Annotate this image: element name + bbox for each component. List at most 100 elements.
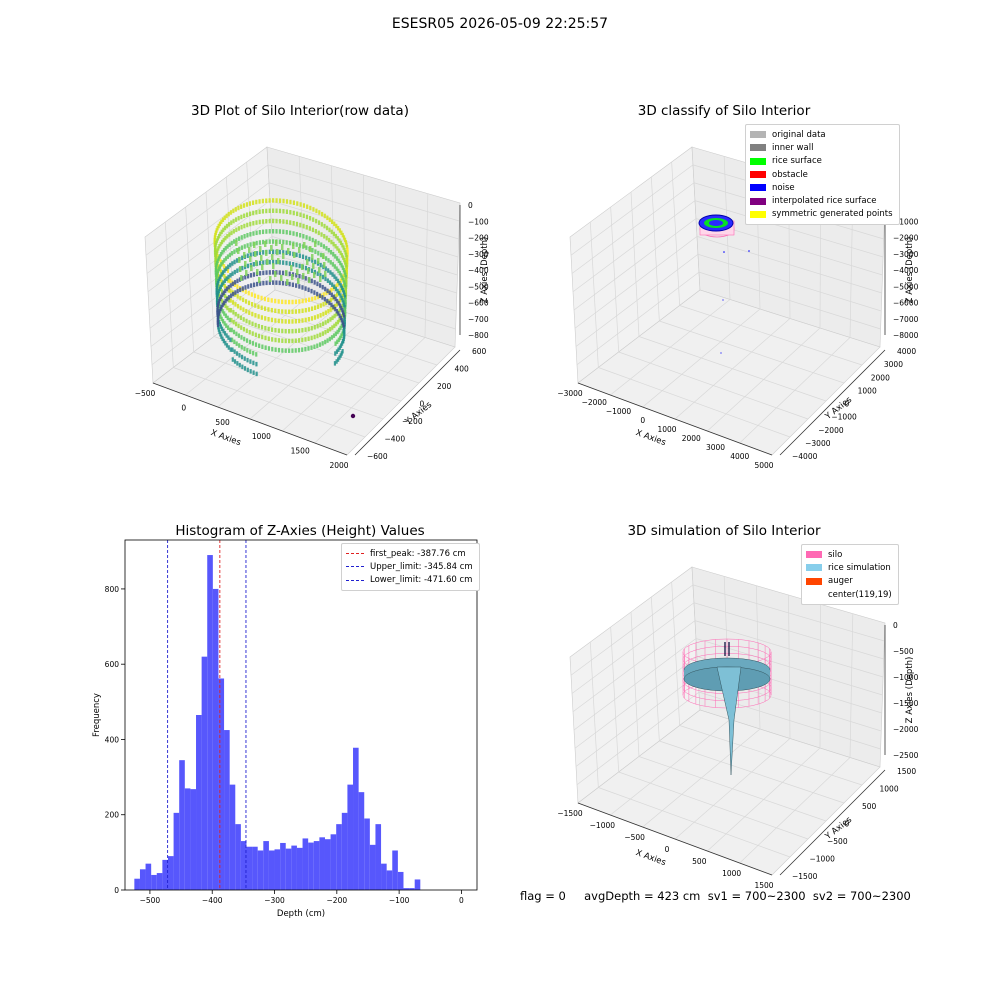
data-point <box>338 317 341 323</box>
data-point <box>310 288 313 294</box>
data-point <box>224 256 228 261</box>
data-point <box>255 199 258 205</box>
data-point <box>221 318 225 324</box>
data-point <box>222 247 226 253</box>
data-point <box>336 288 339 294</box>
data-point <box>234 207 237 212</box>
data-point <box>292 231 295 236</box>
data-point <box>272 208 275 213</box>
data-point <box>291 274 294 280</box>
data-point <box>244 274 247 280</box>
data-point <box>295 242 298 247</box>
data-point <box>296 211 299 217</box>
x-tick-label: −1000 <box>590 821 616 830</box>
data-point <box>245 328 248 334</box>
x-axis-line <box>577 382 773 456</box>
data-point <box>298 318 301 324</box>
data-point <box>295 283 298 288</box>
data-point <box>214 245 217 250</box>
data-point <box>238 343 241 348</box>
data-point <box>236 294 239 299</box>
y-tick-label: 1000 <box>858 386 877 395</box>
data-point <box>241 364 244 370</box>
data-point <box>223 321 226 326</box>
data-point <box>233 259 236 265</box>
histogram-bar <box>369 844 376 890</box>
data-point <box>340 263 343 268</box>
data-point <box>217 325 220 330</box>
data-point <box>340 230 343 236</box>
data-point <box>317 258 320 264</box>
data-point <box>249 256 252 262</box>
data-point <box>326 328 329 334</box>
data-point <box>319 313 322 318</box>
data-point <box>242 317 245 322</box>
data-point <box>295 232 298 237</box>
data-point <box>227 345 230 350</box>
data-point <box>216 225 219 231</box>
z-tick-label: −1000 <box>893 673 919 682</box>
data-point <box>222 237 225 243</box>
data-point <box>223 331 227 336</box>
data-point <box>313 272 316 278</box>
data-point <box>216 318 219 323</box>
y-tick-label: −600 <box>367 452 388 461</box>
data-point <box>325 235 328 241</box>
data-point <box>243 234 246 239</box>
data-point <box>285 260 288 266</box>
data-point <box>319 273 322 278</box>
data-point <box>272 198 275 203</box>
z-tick-label: −2000 <box>893 234 919 243</box>
data-point <box>341 297 344 303</box>
data-point <box>225 343 229 348</box>
data-point <box>216 270 219 276</box>
data-point <box>281 244 284 250</box>
data-point <box>297 347 301 353</box>
data-point <box>243 223 246 229</box>
z-tick-label: −400 <box>468 266 489 275</box>
data-point <box>292 221 295 226</box>
data-point <box>342 300 345 305</box>
data-point <box>237 248 240 254</box>
data-point <box>295 252 298 258</box>
data-point <box>326 215 329 221</box>
data-point <box>255 371 258 377</box>
data-point <box>328 300 331 306</box>
data-point <box>243 366 247 371</box>
data-point <box>298 299 301 304</box>
data-point <box>258 260 262 266</box>
data-point <box>226 325 230 331</box>
data-point <box>281 348 284 353</box>
x-tick-label: 1000 <box>722 869 741 878</box>
data-point <box>319 332 322 338</box>
data-point <box>242 307 245 312</box>
data-point <box>330 292 333 298</box>
data-point <box>232 291 235 297</box>
grid-line <box>692 584 885 642</box>
data-point <box>302 234 305 239</box>
data-point <box>343 292 346 298</box>
y-tick-label: 600 <box>105 660 120 669</box>
data-point <box>291 299 294 305</box>
data-point <box>309 205 312 211</box>
data-point <box>284 309 287 314</box>
data-point <box>342 277 345 283</box>
data-point <box>277 328 280 333</box>
legend-entry: rice simulation <box>806 561 892 574</box>
data-point <box>274 337 277 343</box>
data-point <box>224 313 227 318</box>
legend-swatch <box>806 551 822 559</box>
z-tick-label: −1500 <box>893 699 919 708</box>
data-point <box>304 346 307 352</box>
data-point <box>226 254 229 259</box>
data-point <box>342 284 345 289</box>
data-point <box>232 229 235 234</box>
data-point <box>336 246 339 251</box>
data-point <box>277 258 280 264</box>
data-point <box>334 284 337 289</box>
data-point <box>255 352 258 357</box>
data-point <box>246 232 249 238</box>
data-point <box>224 288 227 294</box>
data-point <box>288 299 291 305</box>
data-point <box>220 282 224 287</box>
